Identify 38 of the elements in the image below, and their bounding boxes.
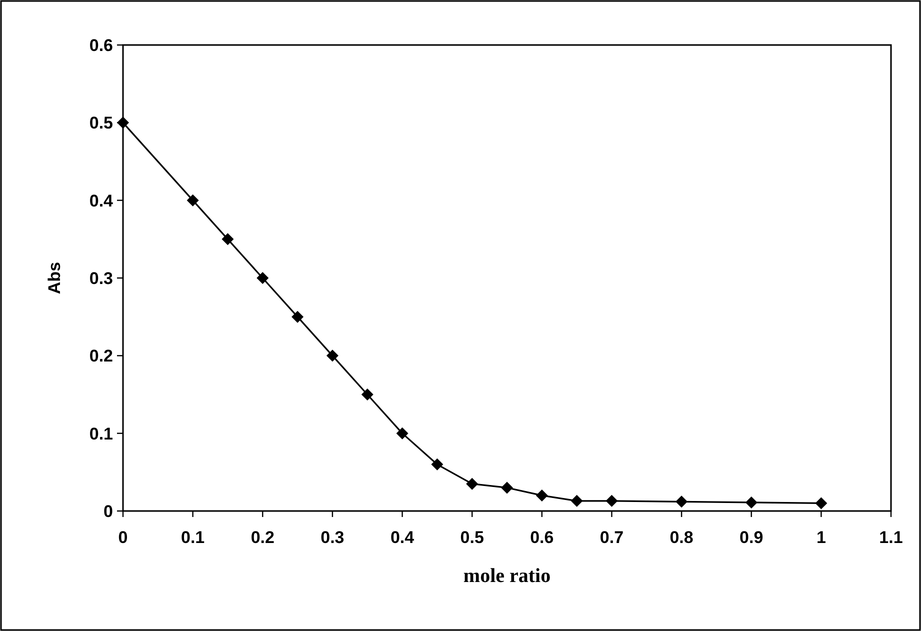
- y-tick-label: 0.1: [89, 424, 113, 444]
- point: [186, 194, 199, 206]
- point: [606, 494, 618, 507]
- y-tick-label: 0: [104, 502, 113, 521]
- point: [815, 497, 828, 510]
- point: [117, 116, 129, 129]
- x-tick-label: 1: [816, 528, 826, 547]
- point: [466, 478, 478, 490]
- y-tick-label: 0.4: [89, 191, 114, 210]
- x-tick-label: 0.6: [530, 528, 554, 547]
- y-tick-label: 0.3: [89, 268, 113, 288]
- x-tick-label: 0.7: [600, 528, 624, 547]
- point: [222, 233, 234, 246]
- point: [431, 458, 444, 470]
- x-tick-label: 0.9: [740, 528, 764, 547]
- x-tick-label: 0.8: [670, 528, 694, 547]
- point: [536, 489, 548, 502]
- point: [326, 350, 338, 362]
- x-tick-label: 0: [118, 528, 128, 547]
- point: [501, 482, 513, 494]
- x-tick-label: 0.1: [181, 528, 205, 547]
- x-tick-label: 0.5: [460, 528, 484, 547]
- point: [570, 494, 583, 507]
- point: [745, 496, 758, 508]
- x-tick-label: 0.2: [250, 528, 274, 547]
- point: [256, 272, 269, 284]
- y-tick-label: 0.5: [89, 114, 113, 133]
- point: [292, 310, 304, 323]
- y-tick-label: 0.2: [89, 346, 113, 366]
- point: [396, 427, 408, 440]
- y-tick-label: 0.6: [89, 36, 113, 55]
- point: [361, 388, 374, 400]
- x-axis-title: mole ratio: [463, 565, 551, 587]
- point: [676, 496, 688, 508]
- x-tick-label: 1.1: [879, 528, 903, 547]
- x-tick-label: 0.4: [390, 528, 415, 547]
- y-axis-title: Abs: [45, 262, 64, 294]
- x-tick-label: 0.3: [320, 528, 344, 547]
